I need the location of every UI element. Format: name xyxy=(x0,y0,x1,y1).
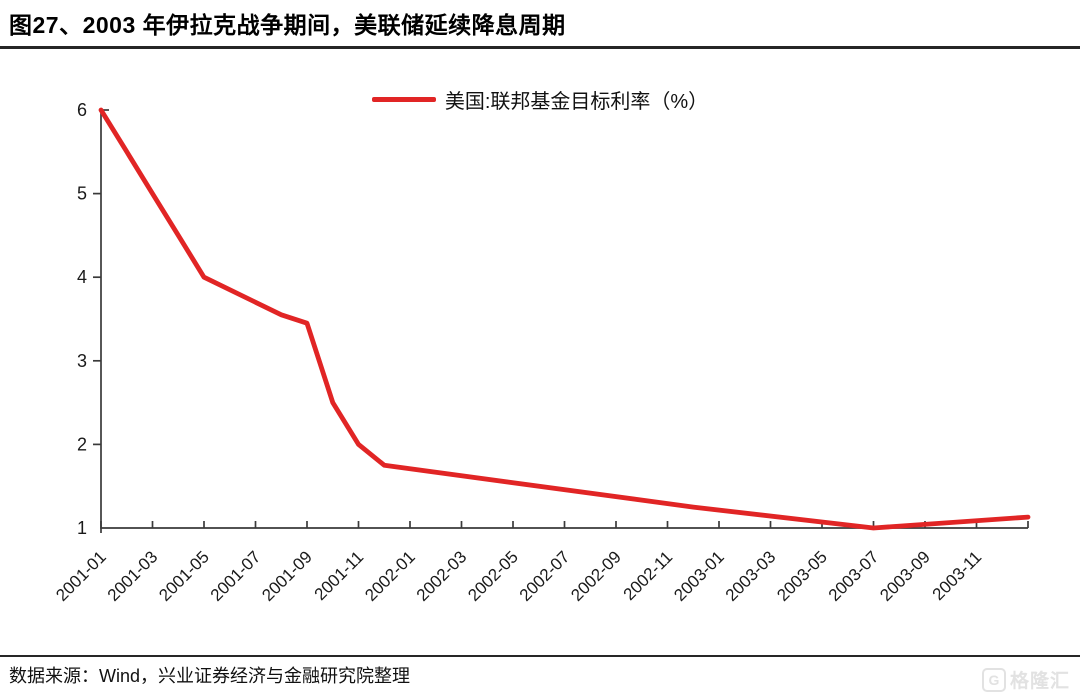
y-axis-label: 3 xyxy=(77,351,87,371)
x-axis-label: 2002-07 xyxy=(516,547,574,605)
x-axis-label: 2003-01 xyxy=(670,547,728,605)
x-axis-label: 2003-05 xyxy=(773,547,831,605)
y-axis-label: 2 xyxy=(77,434,87,454)
watermark-label: 格隆汇 xyxy=(1009,671,1070,692)
gelonghui-logo-icon: G xyxy=(981,667,1006,692)
y-axis-label: 5 xyxy=(77,184,87,204)
axes xyxy=(100,110,1028,529)
y-axis-label: 4 xyxy=(77,267,87,287)
footer-divider xyxy=(0,655,1080,657)
gelonghui-watermark: G 格隆汇 xyxy=(981,666,1070,693)
x-axis-label: 2001-09 xyxy=(258,547,316,605)
x-axis-label: 2001-11 xyxy=(311,547,368,604)
x-axis-label: 2002-03 xyxy=(413,547,471,605)
x-axis-label: 2003-09 xyxy=(876,547,934,605)
x-axis-label: 2001-07 xyxy=(207,547,265,605)
x-axis-label: 2002-09 xyxy=(567,547,625,605)
x-axis-label: 2001-05 xyxy=(155,547,213,605)
x-axis-label: 2003-03 xyxy=(722,547,780,605)
legend-label: 美国:联邦基金目标利率（%） xyxy=(444,91,709,113)
y-axis-label: 6 xyxy=(77,100,87,120)
x-axis-label: 2003-07 xyxy=(825,547,883,605)
x-axis-label: 2002-01 xyxy=(361,547,419,605)
chart-line xyxy=(98,107,1031,531)
data-source-text: 数据来源：Wind，兴业证券经济与金融研究院整理 xyxy=(9,666,411,686)
title-divider xyxy=(0,46,1080,49)
figure-title: 图27、2003 年伊拉克战争期间，美联储延续降息周期 xyxy=(9,12,566,38)
x-axis-label: 2003-11 xyxy=(929,547,986,604)
x-axis-label: 2001-03 xyxy=(104,547,162,605)
x-axis-label: 2002-11 xyxy=(620,547,677,604)
y-axis-label: 1 xyxy=(77,518,87,538)
x-axis-label: 2002-05 xyxy=(464,547,522,605)
chart-legend: 美国:联邦基金目标利率（%） xyxy=(0,85,1080,114)
legend-line-swatch xyxy=(371,97,436,102)
x-axis-label: 2001-01 xyxy=(52,547,110,605)
